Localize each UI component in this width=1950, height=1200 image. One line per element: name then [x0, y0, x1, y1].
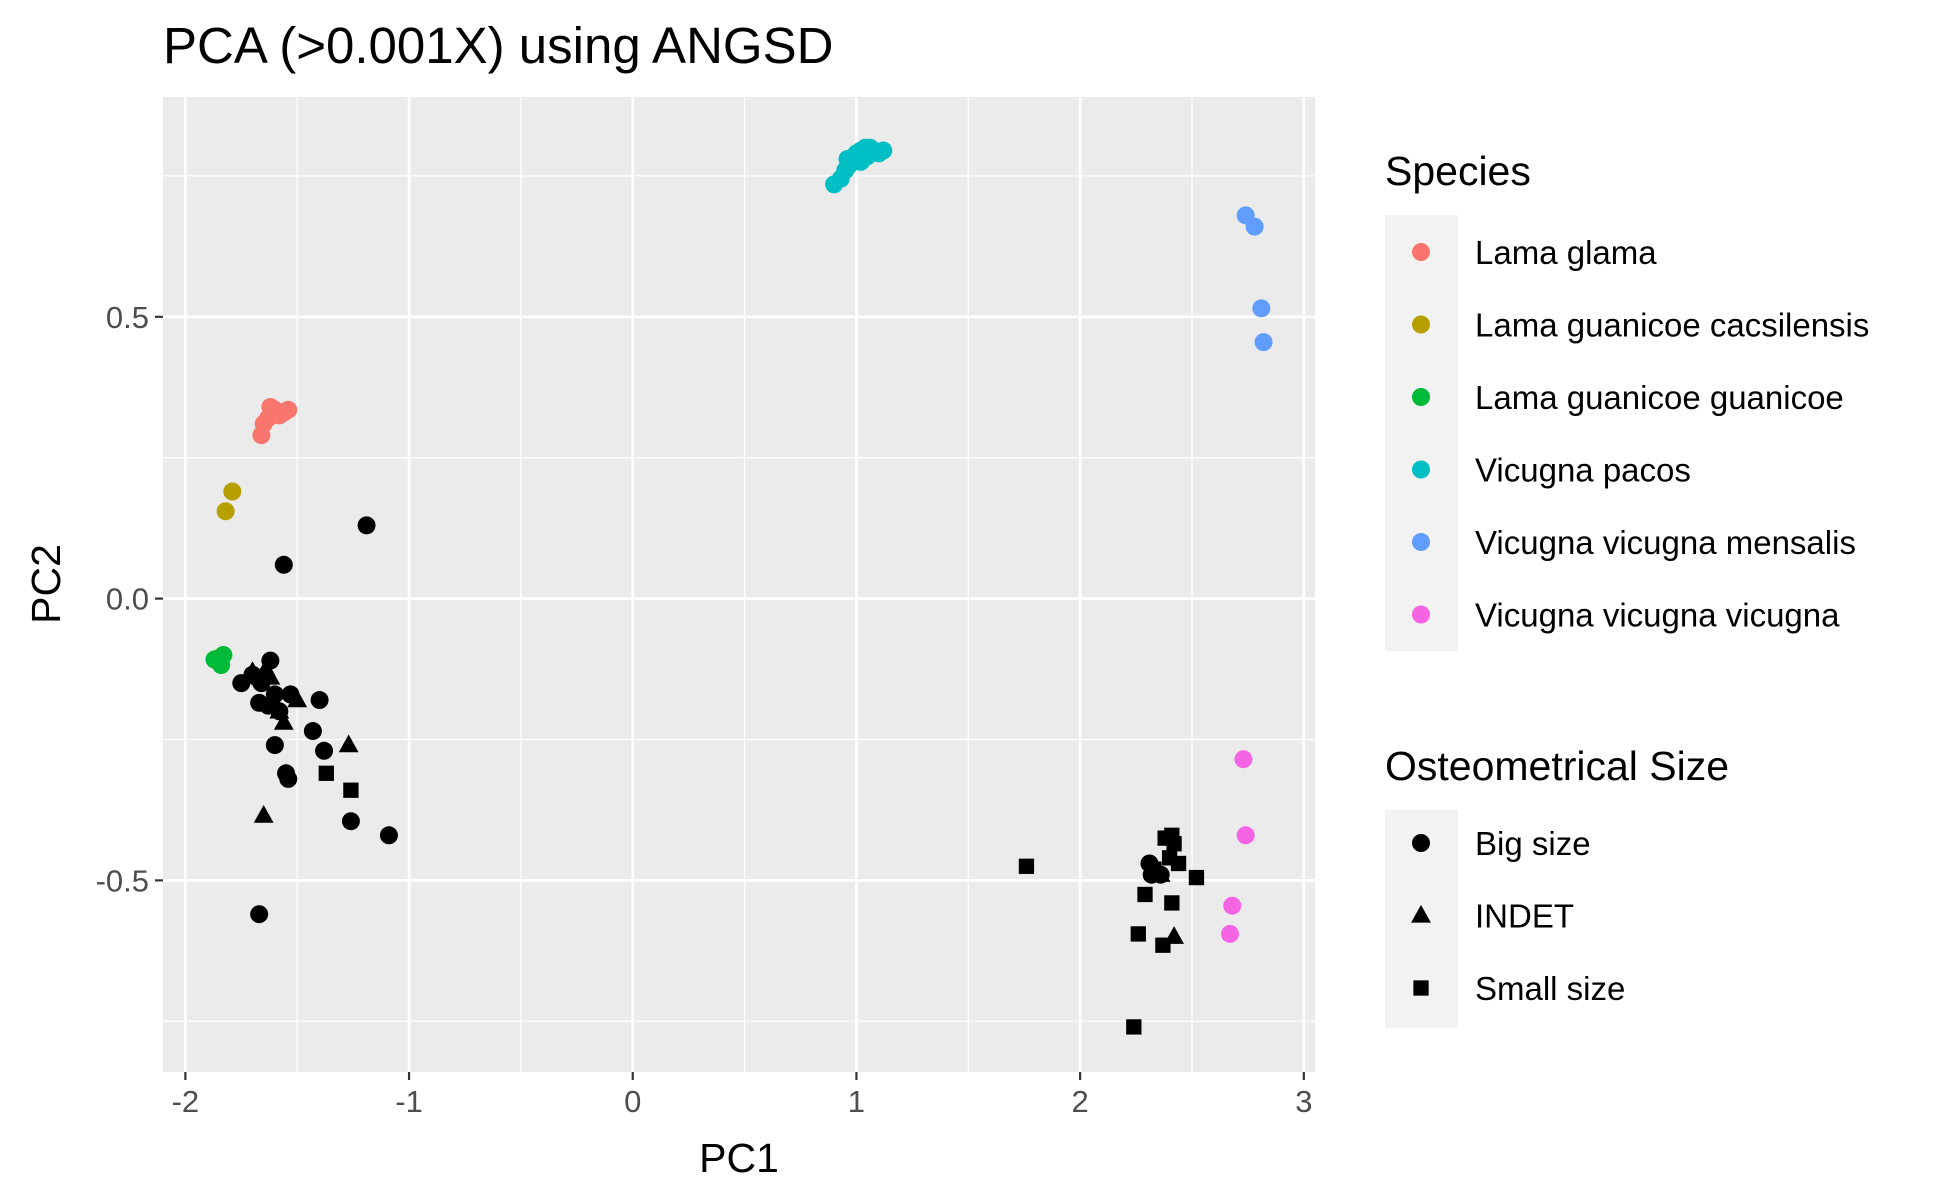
data-point: [1254, 333, 1273, 352]
data-point: [1245, 217, 1264, 236]
data-point: [287, 689, 308, 708]
y-tick-label: 0.5: [106, 300, 149, 335]
data-point: [874, 141, 893, 160]
data-point: [223, 482, 242, 501]
data-point: [338, 734, 359, 753]
data-point: [273, 711, 294, 730]
species-legend-title: Species: [1385, 148, 1531, 194]
data-point: [279, 769, 298, 788]
data-point: [1220, 924, 1239, 943]
data-point: [265, 403, 284, 422]
x-tick-label: 0: [624, 1084, 641, 1119]
y-tick-label: 0.0: [106, 582, 149, 617]
data-point: [1166, 836, 1182, 852]
size-legend-title: Osteometrical Size: [1385, 743, 1729, 789]
legend-key: [1412, 533, 1430, 551]
data-point: [253, 804, 274, 823]
legend-key: [1412, 243, 1430, 261]
y-axis-ticks: -0.5 0.0 0.5: [96, 300, 163, 898]
data-point: [1252, 299, 1271, 318]
size-legend: Big size INDET Small size: [1411, 825, 1625, 1007]
legend-key: [1413, 980, 1429, 996]
legend-label: Lama glama: [1475, 234, 1657, 271]
species-legend: Lama glama Lama guanicoe cacsilensis Lama …: [1412, 234, 1869, 634]
legend-label: Lama guanicoe guanicoe: [1475, 379, 1844, 416]
data-point: [265, 736, 284, 755]
minor-gridlines: [163, 97, 1315, 1072]
data-point: [379, 826, 398, 845]
legend-key: [1411, 904, 1431, 923]
data-point: [1018, 858, 1035, 874]
data-point: [318, 765, 334, 781]
x-tick-label: -1: [395, 1084, 423, 1119]
data-point: [315, 741, 334, 760]
data-point: [1188, 869, 1205, 886]
x-tick-label: 3: [1295, 1084, 1312, 1119]
x-axis-title: PC1: [699, 1135, 779, 1181]
data-point: [1170, 855, 1187, 872]
legend-label: INDET: [1475, 898, 1574, 935]
data-point: [341, 812, 360, 831]
legend-label: Big size: [1475, 825, 1591, 862]
legend-label: Vicugna pacos: [1475, 452, 1691, 489]
legend-label: Lama guanicoe cacsilensis: [1475, 307, 1869, 344]
legend-key: [1412, 460, 1430, 479]
legend-label: Vicugna vicugna mensalis: [1475, 524, 1856, 561]
x-axis-ticks: -2 -1 0 1 2 3: [172, 1072, 1312, 1119]
data-point: [1137, 886, 1153, 903]
data-point: [343, 782, 359, 798]
major-gridlines: [163, 97, 1315, 1072]
data-point: [1164, 895, 1180, 911]
data-point: [851, 152, 870, 171]
data-point: [838, 149, 857, 168]
data-point: [310, 691, 329, 710]
legend-label: Vicugna vicugna vicugna: [1475, 597, 1840, 634]
data-point: [250, 905, 269, 924]
x-tick-label: 2: [1072, 1084, 1089, 1119]
legend-label: Small size: [1475, 970, 1625, 1007]
data-point: [252, 426, 271, 445]
plot-panel: [163, 97, 1315, 1072]
data-point: [1223, 896, 1242, 915]
data-point: [1126, 1019, 1142, 1035]
data-point: [1236, 826, 1255, 845]
data-point: [205, 650, 224, 669]
legend-key: [1412, 388, 1430, 406]
data-point: [1146, 861, 1162, 877]
legend-key: [1412, 605, 1430, 624]
data-point: [357, 516, 376, 535]
y-axis-title: PC2: [23, 544, 69, 624]
x-tick-label: -2: [172, 1084, 200, 1119]
species-legend-keys-bg: [1385, 215, 1458, 651]
data-point: [260, 666, 281, 685]
data-point: [1130, 926, 1146, 942]
data-point: [1234, 750, 1253, 769]
chart-title: PCA (>0.001X) using ANGSD: [163, 17, 833, 74]
data-point: [216, 502, 235, 521]
data-point: [274, 555, 293, 574]
data-points: [205, 138, 1273, 1035]
legend-key: [1412, 834, 1430, 852]
legend-key: [1412, 315, 1430, 334]
x-tick-label: 1: [848, 1084, 865, 1119]
data-point: [1155, 937, 1171, 953]
y-tick-label: -0.5: [96, 863, 149, 898]
data-point: [303, 722, 322, 741]
